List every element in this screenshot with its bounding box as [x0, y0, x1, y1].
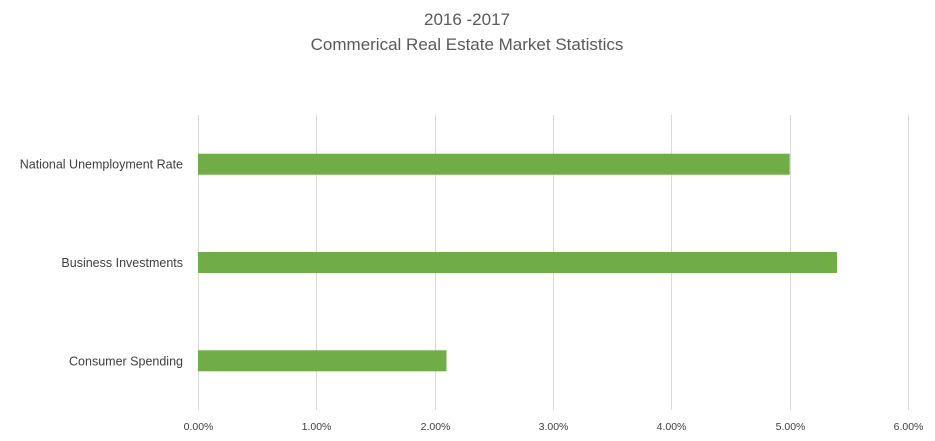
category-labels: National Unemployment Rate Business Inves… [20, 158, 183, 369]
x-tick-label: 5.00% [776, 421, 806, 433]
x-tick-label: 6.00% [894, 421, 924, 433]
bar [198, 153, 790, 175]
chart-title-line-1: 2016 -2017 [424, 10, 510, 29]
bar [198, 252, 837, 273]
category-label: Consumer Spending [69, 354, 183, 368]
x-tick-label: 0.00% [184, 421, 214, 433]
bar [198, 350, 447, 372]
x-tick-label: 1.00% [302, 421, 332, 433]
x-tick-label: 4.00% [657, 421, 687, 433]
category-label: National Unemployment Rate [20, 158, 183, 172]
x-tick-label: 2.00% [421, 421, 451, 433]
bars [198, 153, 837, 372]
x-tick-label: 3.00% [539, 421, 569, 433]
x-axis-tick-labels: 0.00% 1.00% 2.00% 3.00% 4.00% 5.00% 6.00% [184, 421, 924, 433]
chart-title-line-2: Commerical Real Estate Market Statistics [311, 35, 624, 54]
category-label: Business Investments [61, 256, 183, 270]
